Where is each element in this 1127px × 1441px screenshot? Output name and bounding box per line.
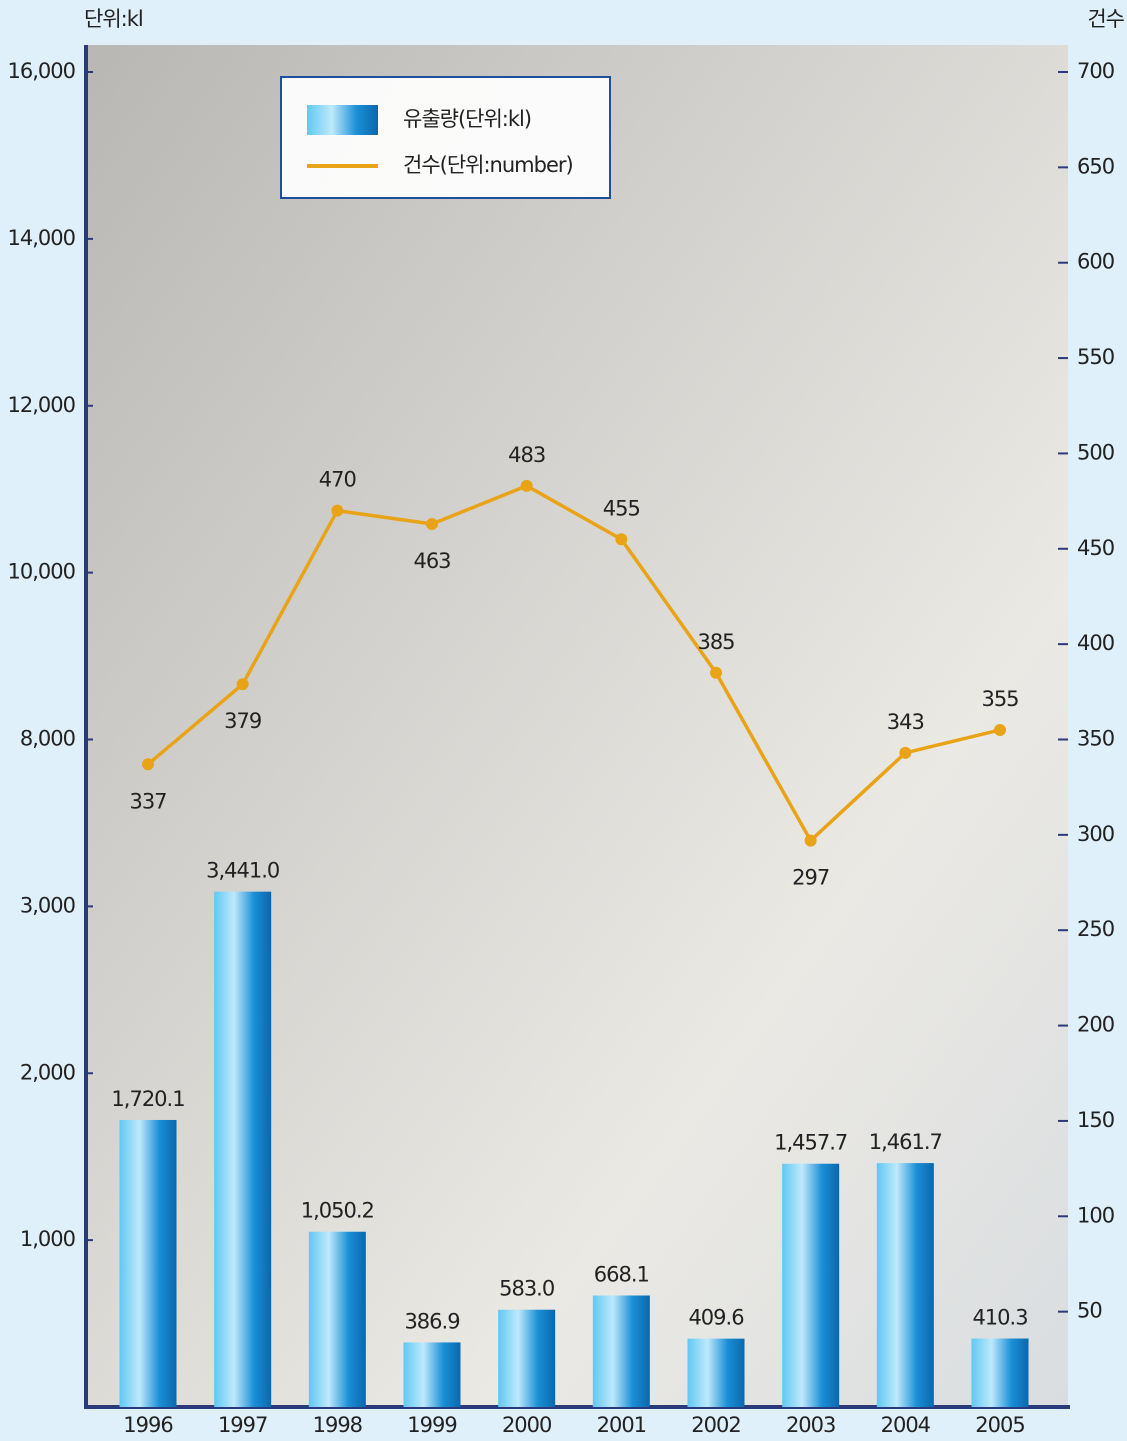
y2-tick-label: 650: [1077, 154, 1114, 178]
line-value-label: 337: [129, 789, 166, 813]
y2-tick-label: 50: [1077, 1299, 1102, 1323]
line-point: [710, 667, 722, 679]
line-point: [142, 758, 154, 770]
y2-tick-label: 350: [1077, 727, 1114, 751]
bar: [498, 1310, 555, 1407]
line-value-label: 385: [697, 630, 734, 654]
line-point: [521, 480, 533, 492]
y-axis-title: 단위:kl: [84, 7, 143, 31]
legend-label: 유출량(단위:kl): [403, 107, 531, 131]
y2-axis-title: 건수: [1087, 7, 1124, 31]
bar-value-label: 410.3: [972, 1306, 1027, 1330]
y2-tick-label: 500: [1077, 440, 1114, 464]
x-tick-label: 2003: [786, 1413, 835, 1437]
line-value-label: 463: [413, 549, 450, 573]
y-tick-label: 16,000: [8, 59, 75, 83]
line-point: [994, 724, 1006, 736]
y-tick-label: 12,000: [8, 393, 75, 417]
y2-tick-label: 100: [1077, 1203, 1114, 1227]
x-tick-label: 1998: [313, 1413, 362, 1437]
x-tick-label: 2000: [502, 1413, 551, 1437]
x-tick-label: 1997: [218, 1413, 267, 1437]
y2-tick-label: 700: [1077, 59, 1114, 83]
bar-value-label: 668.1: [594, 1263, 649, 1287]
y2-tick-label: 400: [1077, 631, 1114, 655]
bar-value-label: 1,720.1: [111, 1087, 184, 1111]
y2-tick-label: 600: [1077, 250, 1114, 274]
x-tick-label: 2002: [691, 1413, 740, 1437]
line-value-label: 379: [224, 709, 261, 733]
y-tick-label: 10,000: [8, 560, 75, 584]
legend: [281, 77, 610, 198]
x-tick-label: 2004: [881, 1413, 931, 1437]
y2-tick-label: 300: [1077, 822, 1114, 846]
bar-value-label: 583.0: [499, 1277, 554, 1301]
x-tick-label: 1996: [123, 1413, 173, 1437]
bar: [782, 1164, 839, 1407]
bar-value-label: 1,461.7: [869, 1130, 942, 1154]
legend-label: 건수(단위:number): [403, 153, 573, 177]
bar: [972, 1339, 1029, 1407]
bar-value-label: 1,050.2: [301, 1199, 374, 1223]
bar-value-label: 386.9: [404, 1309, 459, 1333]
y2-tick-label: 250: [1077, 917, 1114, 941]
bar-value-label: 1,457.7: [774, 1131, 847, 1155]
line-point: [426, 518, 438, 530]
y-tick-label: 8,000: [20, 727, 75, 751]
line-point: [805, 835, 817, 847]
line-value-label: 343: [887, 710, 924, 734]
line-point: [899, 747, 911, 759]
y-tick-label: 1,000: [20, 1227, 75, 1251]
bar: [404, 1342, 461, 1407]
chart: 단위:kl 건수 1,000 2,000 3,000 8,000 10,000 12,00…: [0, 0, 1127, 1441]
bar: [593, 1296, 650, 1407]
bar-value-label: 409.6: [688, 1306, 744, 1330]
y2-tick-label: 200: [1077, 1013, 1114, 1037]
y2-tick-label: 450: [1077, 536, 1114, 560]
line-point: [237, 678, 249, 690]
y-tick-label: 3,000: [20, 893, 75, 917]
x-tick-label: 1999: [407, 1413, 456, 1437]
legend-swatch: [307, 105, 378, 135]
line-value-label: 355: [981, 687, 1018, 711]
bar: [120, 1120, 177, 1407]
bar: [309, 1232, 366, 1407]
y2-tick-label: 550: [1077, 345, 1114, 369]
line-point: [615, 533, 627, 545]
line-value-label: 483: [508, 443, 545, 467]
bar: [688, 1339, 745, 1407]
line-value-label: 470: [319, 468, 356, 492]
bar: [214, 892, 271, 1407]
line-point: [331, 505, 343, 517]
y2-tick-label: 150: [1077, 1108, 1114, 1132]
y-tick-label: 14,000: [8, 226, 75, 250]
line-value-label: 297: [792, 866, 829, 890]
y-tick-label: 2,000: [20, 1060, 75, 1084]
x-tick-label: 2005: [975, 1413, 1024, 1437]
bar-value-label: 3,441.0: [206, 859, 279, 883]
x-tick-label: 2001: [597, 1413, 646, 1437]
line-value-label: 455: [603, 496, 640, 520]
bar: [877, 1163, 934, 1407]
